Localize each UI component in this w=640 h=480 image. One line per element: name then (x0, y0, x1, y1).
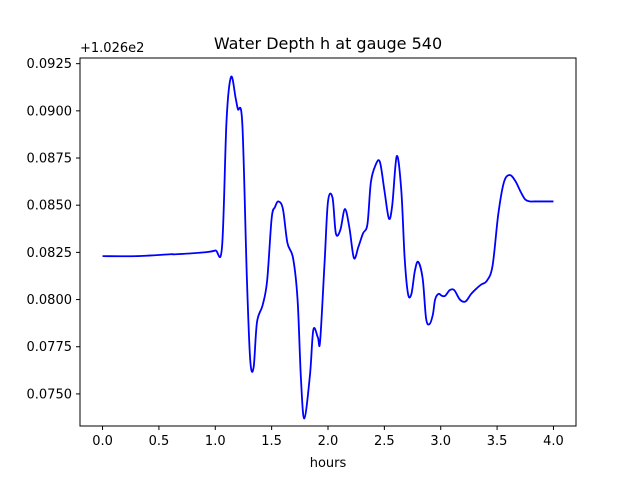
y-tick-label: 0.0850 (27, 199, 73, 214)
x-axis: 0.0 0.5 1.0 1.5 2.0 2.5 3.0 3.5 4.0 (92, 426, 564, 449)
x-tick-label: 2.0 (318, 434, 339, 449)
y-tick-label: 0.0875 (27, 152, 73, 167)
x-tick-label: 0.5 (149, 434, 170, 449)
y-tick-label: 0.0775 (27, 340, 73, 355)
x-tick-label: 1.0 (205, 434, 226, 449)
x-tick-label: 3.0 (430, 434, 451, 449)
y-tick-label: 0.0925 (27, 57, 73, 72)
y-axis: 0.0750 0.0775 0.0800 0.0825 0.0850 0.0875 0.09… (27, 57, 80, 402)
plot-frame (79, 57, 577, 427)
y-tick-label: 0.0800 (27, 293, 73, 308)
y-tick-label: 0.0900 (27, 104, 73, 119)
x-tick-label: 0.0 (92, 434, 113, 449)
x-tick-label: 1.5 (261, 434, 282, 449)
x-axis-label: hours (310, 456, 347, 471)
x-tick-label: 2.5 (374, 434, 395, 449)
series-line-0 (102, 75, 554, 420)
x-tick-label: 4.0 (543, 434, 564, 449)
y-tick-label: 0.0750 (27, 387, 73, 402)
series-layer (102, 75, 554, 420)
y-tick-label: 0.0825 (27, 246, 73, 261)
x-tick-label: 3.5 (487, 434, 508, 449)
y-offset-label: +1.026e2 (80, 41, 144, 56)
plot-area (79, 57, 577, 427)
chart-title: Water Depth h at gauge 540 (214, 34, 442, 53)
